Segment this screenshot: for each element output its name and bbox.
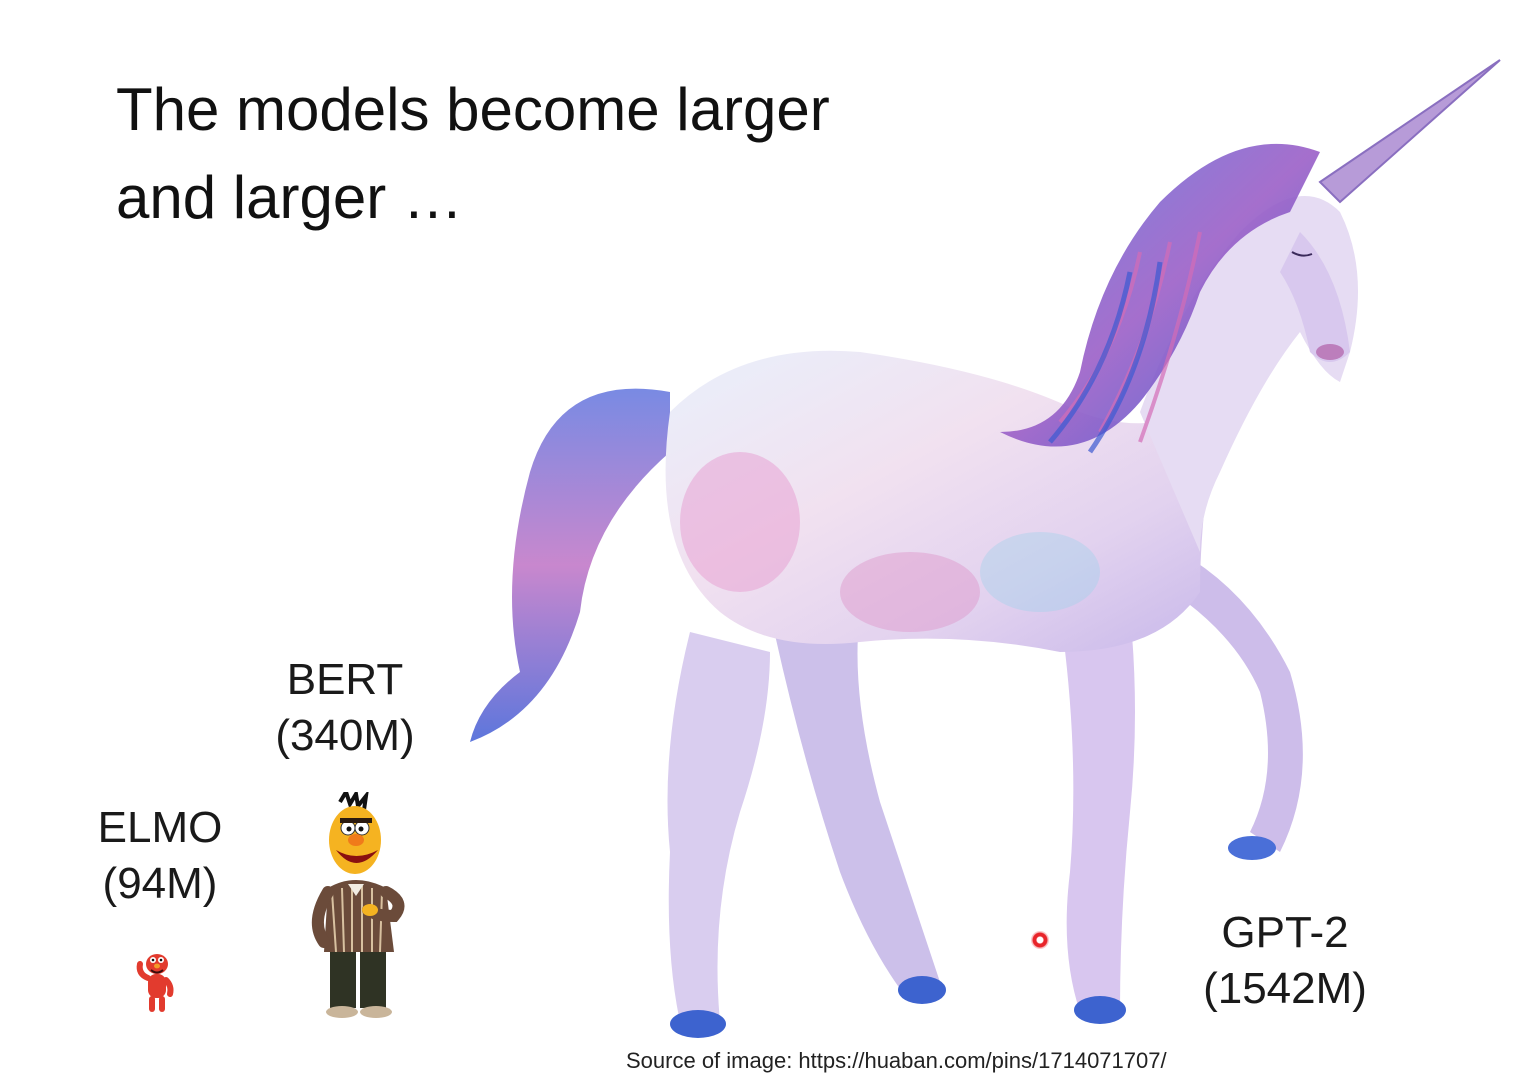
bert-size: (340M) bbox=[275, 711, 415, 760]
laser-pointer-icon bbox=[1031, 931, 1049, 949]
gpt2-name: GPT-2 bbox=[1221, 908, 1349, 957]
bert-label: BERT (340M) bbox=[245, 652, 445, 764]
gpt2-label: GPT-2 (1542M) bbox=[1170, 905, 1400, 1017]
elmo-icon bbox=[136, 954, 174, 1012]
elmo-size: (94M) bbox=[102, 859, 218, 908]
title-line-1: The models become larger bbox=[116, 76, 830, 143]
image-source-caption: Source of image: https://huaban.com/pins… bbox=[626, 1048, 1167, 1073]
slide-title: The models become larger and larger … bbox=[116, 66, 976, 242]
bert-icon bbox=[312, 792, 405, 1018]
gpt2-size: (1542M) bbox=[1203, 964, 1367, 1013]
unicorn-icon bbox=[470, 59, 1501, 1038]
elmo-name: ELMO bbox=[97, 803, 223, 852]
bert-name: BERT bbox=[286, 655, 404, 704]
title-line-2: and larger … bbox=[116, 164, 463, 231]
elmo-label: ELMO (94M) bbox=[70, 800, 250, 912]
